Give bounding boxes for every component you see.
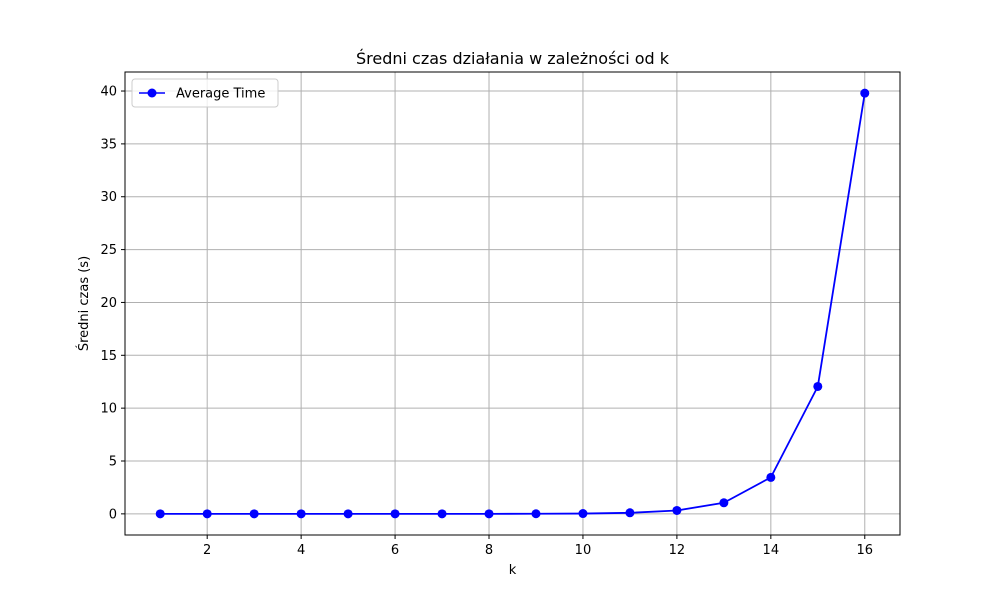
data-point	[343, 509, 353, 519]
series-layer	[155, 88, 870, 519]
x-tick-label: 10	[575, 543, 592, 558]
y-tick-label: 0	[109, 507, 117, 522]
legend-marker	[147, 88, 157, 98]
chart-title: Średni czas działania w zależności od k	[356, 49, 670, 68]
y-tick-label: 25	[100, 243, 117, 258]
data-point	[155, 509, 165, 519]
y-tick-label: 35	[100, 137, 117, 152]
data-point	[531, 509, 541, 519]
legend: Average Time	[131, 78, 279, 108]
data-point	[672, 505, 682, 515]
data-point	[296, 509, 306, 519]
y-axis-title: Średni czas (s)	[76, 256, 92, 351]
y-tick-label: 30	[100, 190, 117, 205]
plot-area-frame	[124, 71, 901, 536]
x-tick-label: 14	[763, 543, 780, 558]
y-tick-label: 20	[100, 296, 117, 311]
data-point	[390, 509, 400, 519]
data-point	[578, 509, 588, 519]
axis-ticks: 2 4 6 8 10 12 14 16 0 5 10 15 20 25 30 35 40	[100, 85, 873, 558]
x-tick-label: 12	[669, 543, 686, 558]
x-tick-label: 8	[485, 543, 493, 558]
data-point	[202, 509, 212, 519]
x-tick-label: 16	[856, 543, 873, 558]
y-tick-label: 5	[109, 455, 117, 470]
y-tick-label: 40	[100, 85, 117, 100]
data-point	[719, 498, 729, 508]
data-point	[437, 509, 447, 519]
legend-label: Average Time	[176, 87, 265, 102]
data-point	[484, 509, 494, 519]
x-tick-label: 2	[203, 543, 211, 558]
y-tick-label: 15	[100, 349, 117, 364]
data-point	[625, 508, 635, 518]
data-point	[249, 509, 259, 519]
data-point	[860, 88, 870, 98]
y-tick-label: 10	[100, 402, 117, 417]
series-line	[160, 92, 866, 515]
x-axis-title: k	[509, 563, 517, 578]
legend-box	[131, 78, 279, 108]
data-point	[766, 472, 776, 482]
x-tick-label: 4	[297, 543, 305, 558]
x-tick-label: 6	[391, 543, 399, 558]
data-point	[813, 381, 823, 391]
